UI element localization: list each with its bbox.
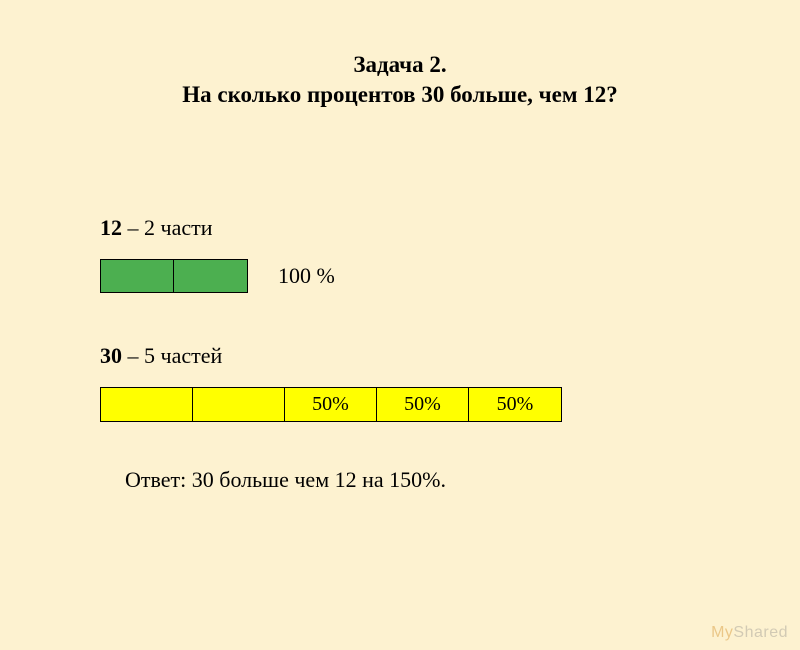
section1-label: 12 – 2 части (100, 215, 562, 241)
yellow-bar-segment (101, 388, 193, 421)
answer-text: Ответ: 30 больше чем 12 на 150%. (125, 467, 562, 493)
green-bar (100, 259, 248, 293)
yellow-bar-segment: 50% (377, 388, 469, 421)
yellow-bar-segment: 50% (285, 388, 377, 421)
section2-number: 30 (100, 343, 122, 368)
yellow-bar-segment: 50% (469, 388, 561, 421)
section1-number: 12 (100, 215, 122, 240)
content-area: 12 – 2 части 100 % 30 – 5 частей 50% 50%… (100, 215, 562, 493)
section2-label: 30 – 5 частей (100, 343, 562, 369)
green-bar-segment (101, 260, 174, 292)
green-bar-segment (174, 260, 247, 292)
yellow-bar: 50% 50% 50% (100, 387, 562, 422)
green-bar-label: 100 % (278, 263, 335, 289)
watermark-prefix: My (711, 624, 733, 641)
section1-label-rest: – 2 части (122, 215, 212, 240)
title-line1: Задача 2. (353, 52, 446, 77)
section1-bar-row: 100 % (100, 259, 562, 293)
yellow-bar-segment (193, 388, 285, 421)
problem-title: Задача 2. На сколько процентов 30 больше… (0, 50, 800, 110)
watermark: MyShared (711, 624, 788, 642)
section2-label-rest: – 5 частей (122, 343, 222, 368)
title-line2: На сколько процентов 30 больше, чем 12? (182, 82, 618, 107)
watermark-rest: Shared (733, 624, 788, 641)
